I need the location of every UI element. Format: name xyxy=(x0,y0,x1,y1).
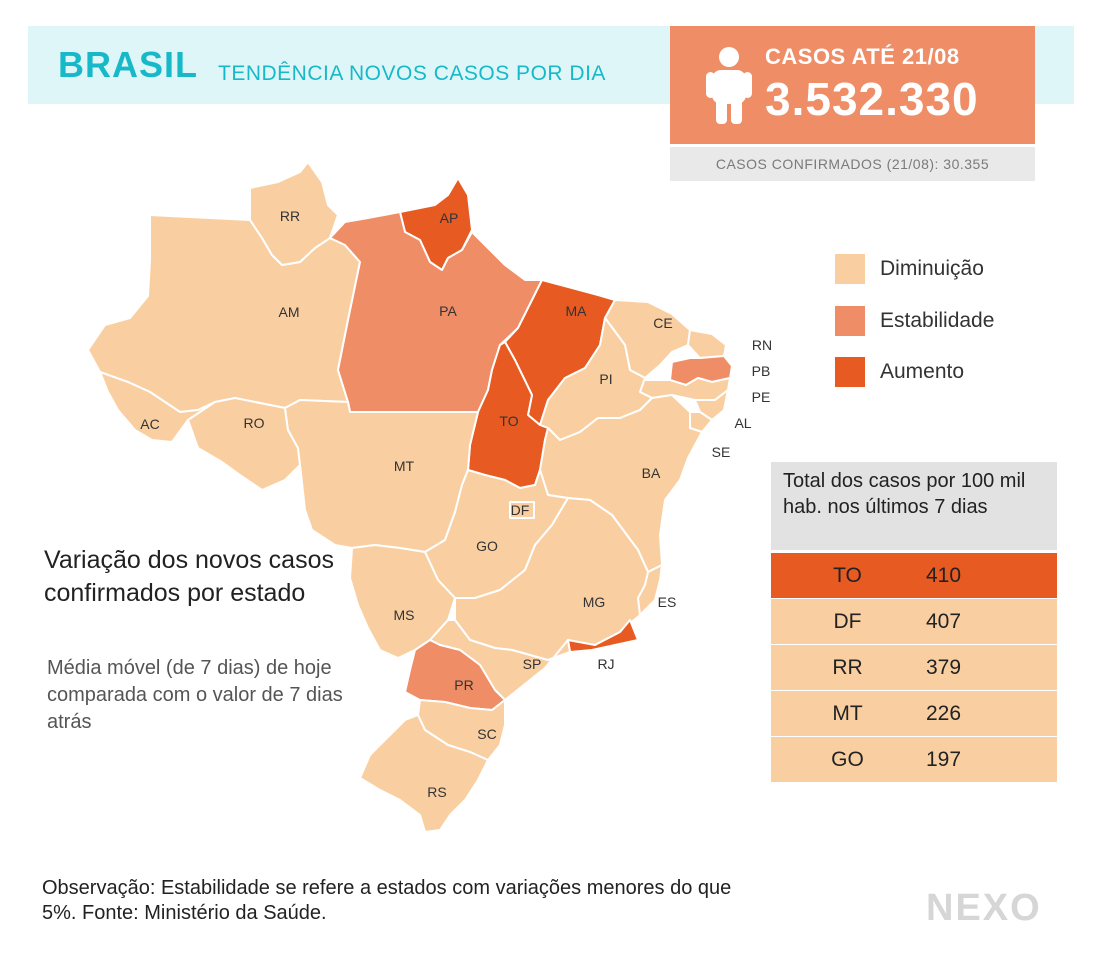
legend-label: Diminuição xyxy=(880,257,984,280)
state-es[interactable] xyxy=(637,564,663,616)
label-es: ES xyxy=(658,594,677,610)
label-pe: PE xyxy=(752,389,771,405)
label-pr: PR xyxy=(454,677,473,693)
label-to: TO xyxy=(499,413,518,429)
table-cell-value: 197 xyxy=(926,747,962,771)
legend-swatch xyxy=(835,357,865,387)
legend-item-estabilidade: Estabilidade xyxy=(835,306,994,336)
label-ma: MA xyxy=(566,303,588,319)
label-ro: RO xyxy=(244,415,265,431)
table-cell-uf: MT xyxy=(832,701,863,725)
label-rj: RJ xyxy=(597,656,614,672)
label-rn: RN xyxy=(752,337,772,353)
table-header: Total dos casos por 100 mil hab. nos últ… xyxy=(771,462,1057,550)
label-al: AL xyxy=(734,415,751,431)
table-row: TO 410 xyxy=(771,553,1057,598)
label-go: GO xyxy=(476,538,498,554)
table-row: GO 197 xyxy=(771,737,1057,782)
total-cases-box: CASOS ATÉ 21/08 3.532.330 xyxy=(670,26,1035,144)
table-cell-value: 410 xyxy=(926,563,962,587)
table-cell-value: 379 xyxy=(926,655,962,679)
table-cell-uf: RR xyxy=(832,655,863,679)
table-row: RR 379 xyxy=(771,645,1057,690)
table-row: MT 226 xyxy=(771,691,1057,736)
cases-per-100k-table: Total dos casos por 100 mil hab. nos últ… xyxy=(771,462,1057,782)
variation-description: Média móvel (de 7 dias) de hoje comparad… xyxy=(47,657,343,733)
label-ap: AP xyxy=(440,210,459,226)
cases-value: 3.532.330 xyxy=(765,73,979,125)
label-ba: BA xyxy=(642,465,661,481)
brand-title: BRASIL xyxy=(58,44,198,85)
cases-label: CASOS ATÉ 21/08 xyxy=(765,44,960,69)
label-rs: RS xyxy=(427,784,446,800)
label-pb: PB xyxy=(752,363,771,379)
label-sc: SC xyxy=(477,726,496,742)
table-row: DF 407 xyxy=(771,599,1057,644)
footnote: Observação: Estabilidade se refere a est… xyxy=(42,877,732,924)
state-df[interactable] xyxy=(509,501,535,519)
table-cell-value: 226 xyxy=(926,701,962,725)
legend-item-aumento: Aumento xyxy=(835,357,964,387)
table-cell-uf: TO xyxy=(833,563,862,587)
state-labels: RR AP AM PA MA CE RN PB PE PI AL SE AC R… xyxy=(140,208,772,800)
variation-title: Variação dos novos casos confirmados por… xyxy=(44,546,334,607)
label-se: SE xyxy=(712,444,731,460)
person-icon xyxy=(706,47,752,124)
label-ce: CE xyxy=(653,315,672,331)
label-mt: MT xyxy=(394,458,415,474)
table-cell-value: 407 xyxy=(926,609,962,633)
table-cell-uf: DF xyxy=(833,609,862,633)
label-mg: MG xyxy=(583,594,606,610)
state-ro[interactable] xyxy=(187,397,301,491)
nexo-logo: NEXO xyxy=(926,887,1042,929)
legend-label: Aumento xyxy=(880,360,965,383)
label-am: AM xyxy=(279,304,300,320)
label-ms: MS xyxy=(394,607,415,623)
page-subtitle: TENDÊNCIA NOVOS CASOS POR DIA xyxy=(218,62,606,85)
state-pa[interactable] xyxy=(329,211,543,413)
label-ac: AC xyxy=(140,416,159,432)
state-rn[interactable] xyxy=(687,329,727,359)
table-cell-uf: GO xyxy=(831,747,864,771)
legend-label: Estabilidade xyxy=(880,309,995,332)
legend-item-diminuicao: Diminuição xyxy=(835,254,984,284)
label-pi: PI xyxy=(599,371,612,387)
label-rr: RR xyxy=(280,208,300,224)
legend-swatch xyxy=(835,254,865,284)
label-df: DF xyxy=(511,502,530,518)
confirmed-cases-bar: CASOS CONFIRMADOS (21/08): 30.355 xyxy=(670,147,1035,181)
legend-swatch xyxy=(835,306,865,336)
label-sp: SP xyxy=(523,656,542,672)
label-pa: PA xyxy=(439,303,457,319)
state-rs[interactable] xyxy=(359,714,489,833)
